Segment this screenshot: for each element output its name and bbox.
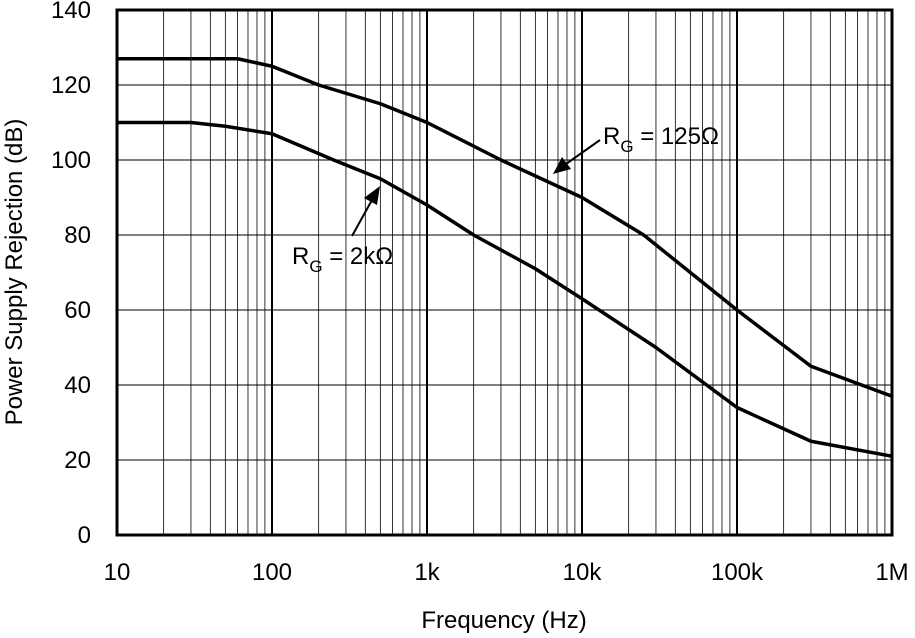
y-tick-label: 20 [64, 447, 91, 474]
annotation-text: = 2kΩ [323, 243, 394, 270]
annotation-text: R [292, 243, 309, 270]
lines [117, 57, 893, 458]
annotation-arrowhead [553, 157, 571, 174]
x-tick-label: 1k [414, 559, 440, 586]
x-axis-label: Frequency (Hz) [421, 607, 586, 634]
annotation-text: R [603, 123, 620, 150]
x-tick-label: 1M [875, 559, 908, 586]
y-tick-label: 40 [64, 372, 91, 399]
y-tick-label: 100 [51, 147, 91, 174]
x-tick-label: 10k [563, 559, 603, 586]
plot-frame [115, 8, 894, 537]
y-tick-label: 60 [64, 297, 91, 324]
annotation-subscript: G [309, 257, 322, 276]
y-tick-label: 120 [51, 72, 91, 99]
y-tick-label: 0 [78, 522, 91, 549]
annotation-subscript: G [620, 137, 633, 156]
annotation-arrow [565, 139, 601, 165]
y-tick-label: 140 [51, 0, 91, 24]
series-line [117, 57, 893, 398]
x-tick-label: 10 [104, 559, 131, 586]
x-tick-label: 100 [252, 559, 292, 586]
series-line [117, 120, 893, 458]
y-axis-label: Power Supply Rejection (dB) [1, 119, 28, 426]
annotation-arrowhead [364, 186, 380, 205]
series-annotation: RG = 2kΩ [292, 243, 393, 276]
x-tick-label: 100k [711, 559, 764, 586]
y-tick-label: 80 [64, 222, 91, 249]
grid [116, 9, 893, 536]
annotation-text: = 125Ω [634, 123, 719, 150]
annotation-arrow [351, 199, 373, 237]
series-annotation: RG = 125Ω [603, 123, 719, 156]
